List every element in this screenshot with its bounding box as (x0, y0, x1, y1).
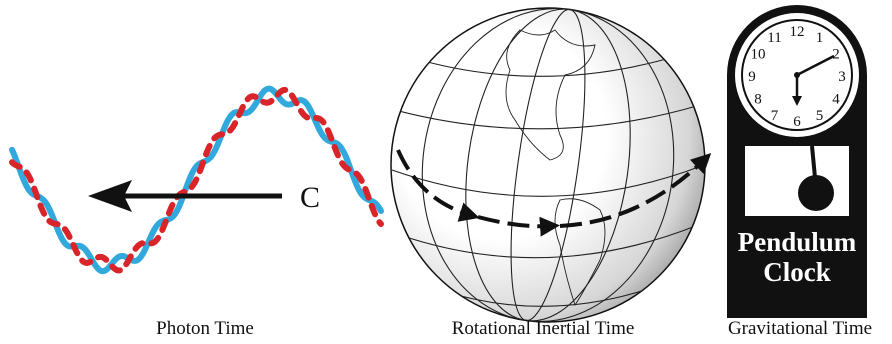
caption: Gravitational Time (728, 318, 872, 339)
clock-number: 8 (754, 92, 762, 108)
clock-number: 10 (751, 47, 766, 63)
clock-number: 2 (832, 47, 840, 63)
clock-number: 9 (748, 69, 756, 85)
clock-number: 12 (790, 24, 805, 40)
photon-wave (12, 89, 381, 272)
diagram: C Photon Time Rotational Inertial Time (0, 0, 892, 344)
caption: Photon Time (156, 318, 254, 339)
clock-number: 6 (793, 114, 801, 130)
clock-number: 11 (767, 30, 781, 46)
speed-label: C (300, 181, 320, 214)
globe (391, 0, 705, 338)
caption: Rotational Inertial Time (452, 318, 635, 339)
clock-number: 1 (816, 30, 824, 46)
clock-label: Pendulum (738, 227, 857, 257)
clock-number: 5 (816, 108, 824, 124)
clock-number: 3 (838, 69, 846, 85)
clock-label: Clock (763, 257, 831, 287)
clock-number: 7 (771, 108, 779, 124)
clock-number: 4 (832, 92, 840, 108)
